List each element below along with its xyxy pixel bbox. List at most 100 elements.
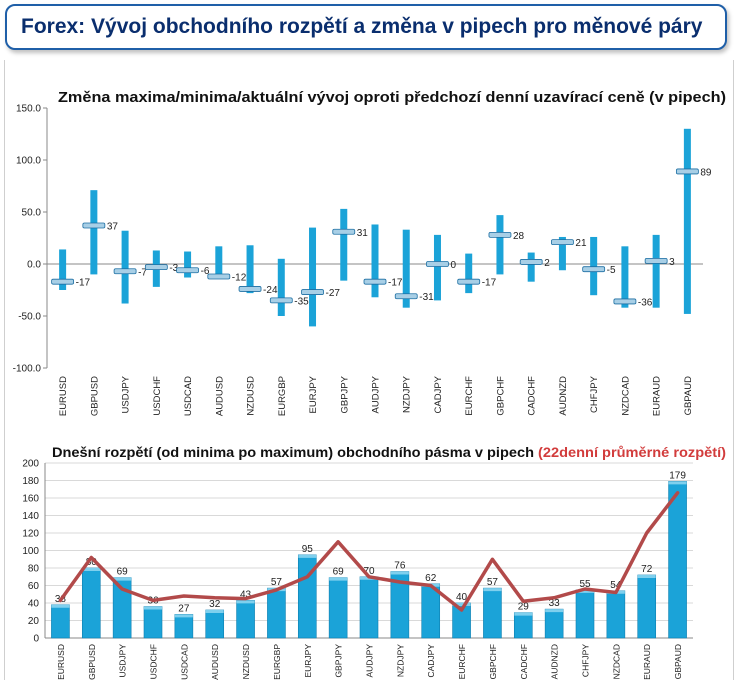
range-bar <box>558 236 566 271</box>
range-value-label: 179 <box>669 470 686 481</box>
range-bar-top <box>483 588 502 592</box>
chart2-y-tick-label: 80 <box>28 564 40 575</box>
range-bar <box>236 600 255 639</box>
chart2-x-tick-label: USDCHF <box>149 644 159 679</box>
chart2-title-main: Dnešní rozpětí (od minima po maximum) ob… <box>52 444 538 460</box>
chart1-x-tick-label: EURGBP <box>277 376 288 416</box>
current-value-label: -17 <box>76 278 91 289</box>
range-bar <box>81 567 101 639</box>
range-bar-top <box>174 614 193 618</box>
chart2-x-tick-label: CHFJPY <box>581 644 591 677</box>
range-bar-top <box>236 600 255 604</box>
range-bar-top <box>545 609 564 613</box>
current-marker <box>301 289 324 295</box>
range-bar-top <box>298 554 317 558</box>
range-bar-top <box>637 575 656 578</box>
chart2-x-tick-label: GBPCHF <box>488 644 498 679</box>
range-bar <box>359 576 379 639</box>
chart1-y-tick-label: 0.0 <box>27 260 41 271</box>
current-value-label: 2 <box>544 258 550 269</box>
range-bar <box>246 245 254 294</box>
chart2-x-tick-label: USDCAD <box>179 644 189 680</box>
chart1-x-tick-label: CADJPY <box>433 375 444 413</box>
range-value-label: 57 <box>487 577 499 588</box>
range-bar <box>606 590 626 639</box>
current-marker <box>394 293 418 300</box>
chart1-x-tick-label: EURCHF <box>464 376 475 416</box>
range-bar <box>340 208 348 281</box>
chart2-x-tick-label: AUDNZD <box>550 644 560 679</box>
current-value-label: -35 <box>294 296 309 307</box>
current-value-label: -24 <box>263 285 278 296</box>
chart2-x-tick-label: CADCHF <box>519 644 529 679</box>
range-bar <box>90 190 98 275</box>
chart2-title: Dnešní rozpětí (od minima po maximum) ob… <box>52 444 726 460</box>
range-bar <box>143 606 163 639</box>
range-bar-top <box>668 481 687 485</box>
current-marker <box>238 286 262 292</box>
chart2-x-tick-label: EURAUD <box>642 644 652 680</box>
range-bar-top <box>205 610 224 613</box>
chart1-y-tick-label: 50.0 <box>22 208 42 219</box>
range-bar <box>267 587 286 639</box>
chart1-x-tick-label: CADCHF <box>527 376 538 416</box>
range-bar <box>621 246 629 308</box>
current-value-label: 3 <box>669 257 675 268</box>
range-bar-top <box>390 571 409 575</box>
range-bar-top <box>113 577 132 581</box>
range-value-label: 54 <box>610 580 622 591</box>
current-marker <box>551 239 574 246</box>
chart2-x-tick-label: NZDJPY <box>395 644 405 677</box>
range-bar <box>575 589 595 639</box>
current-value-label: -6 <box>201 266 210 277</box>
range-bar <box>402 229 410 308</box>
chart2-x-tick-label: EURCHF <box>457 644 467 679</box>
chart1-x-tick-label: USDCHF <box>152 376 163 416</box>
chart2-y-tick-label: 60 <box>28 581 40 592</box>
current-marker <box>675 168 699 175</box>
range-bar <box>59 249 67 290</box>
range-bar <box>309 227 317 327</box>
current-value-label: -31 <box>419 292 434 303</box>
range-bar-top <box>576 589 594 593</box>
current-value-label: 31 <box>357 228 369 239</box>
current-marker <box>488 231 512 238</box>
chart1-x-tick-label: USDCAD <box>183 376 194 416</box>
current-value-label: 21 <box>575 238 587 249</box>
current-value-label: -12 <box>232 272 247 283</box>
range-bar-top <box>452 603 471 606</box>
chart2-x-tick-label: AUDJPY <box>365 644 375 678</box>
chart1-x-tick-label: EURUSD <box>58 376 69 416</box>
chart2-x-tick-label: AUDUSD <box>210 644 220 680</box>
chart1-x-tick-label: AUDNZD <box>558 376 569 416</box>
current-value-label: 37 <box>107 222 119 233</box>
range-bar <box>121 230 129 304</box>
current-marker <box>644 257 668 264</box>
chart2-y-tick-label: 180 <box>22 476 39 487</box>
range-bar <box>652 234 660 308</box>
current-value-label: -5 <box>607 265 616 276</box>
chart1-x-tick-label: GBPJPY <box>339 375 350 413</box>
range-bar <box>215 246 223 277</box>
range-value-label: 62 <box>425 573 437 584</box>
chart2-x-tick-label: NZDUSD <box>241 644 251 679</box>
current-value-label: -27 <box>326 288 341 299</box>
current-value-label: 28 <box>513 231 525 242</box>
current-marker <box>176 267 199 274</box>
average-range-line <box>58 491 680 612</box>
chart1-y-tick-label: -50.0 <box>18 312 41 323</box>
chart2-y-tick-label: 100 <box>22 546 39 557</box>
chart1-x-tick-label: NZDCAD <box>620 376 631 416</box>
range-value-label: 76 <box>394 561 406 572</box>
chart2-x-tick-label: USDJPY <box>118 644 128 678</box>
chart2-y-tick-label: 200 <box>22 459 39 470</box>
chart1-x-tick-label: NZDUSD <box>246 376 257 416</box>
range-value-label: 29 <box>518 602 530 613</box>
current-value-label: -17 <box>482 278 497 289</box>
range-value-label: 69 <box>333 567 345 578</box>
chart1-x-tick-label: GBPCHF <box>495 376 506 416</box>
range-bar <box>465 253 473 294</box>
chart1-x-tick-label: EURAUD <box>652 376 663 416</box>
range-bar <box>205 609 225 639</box>
